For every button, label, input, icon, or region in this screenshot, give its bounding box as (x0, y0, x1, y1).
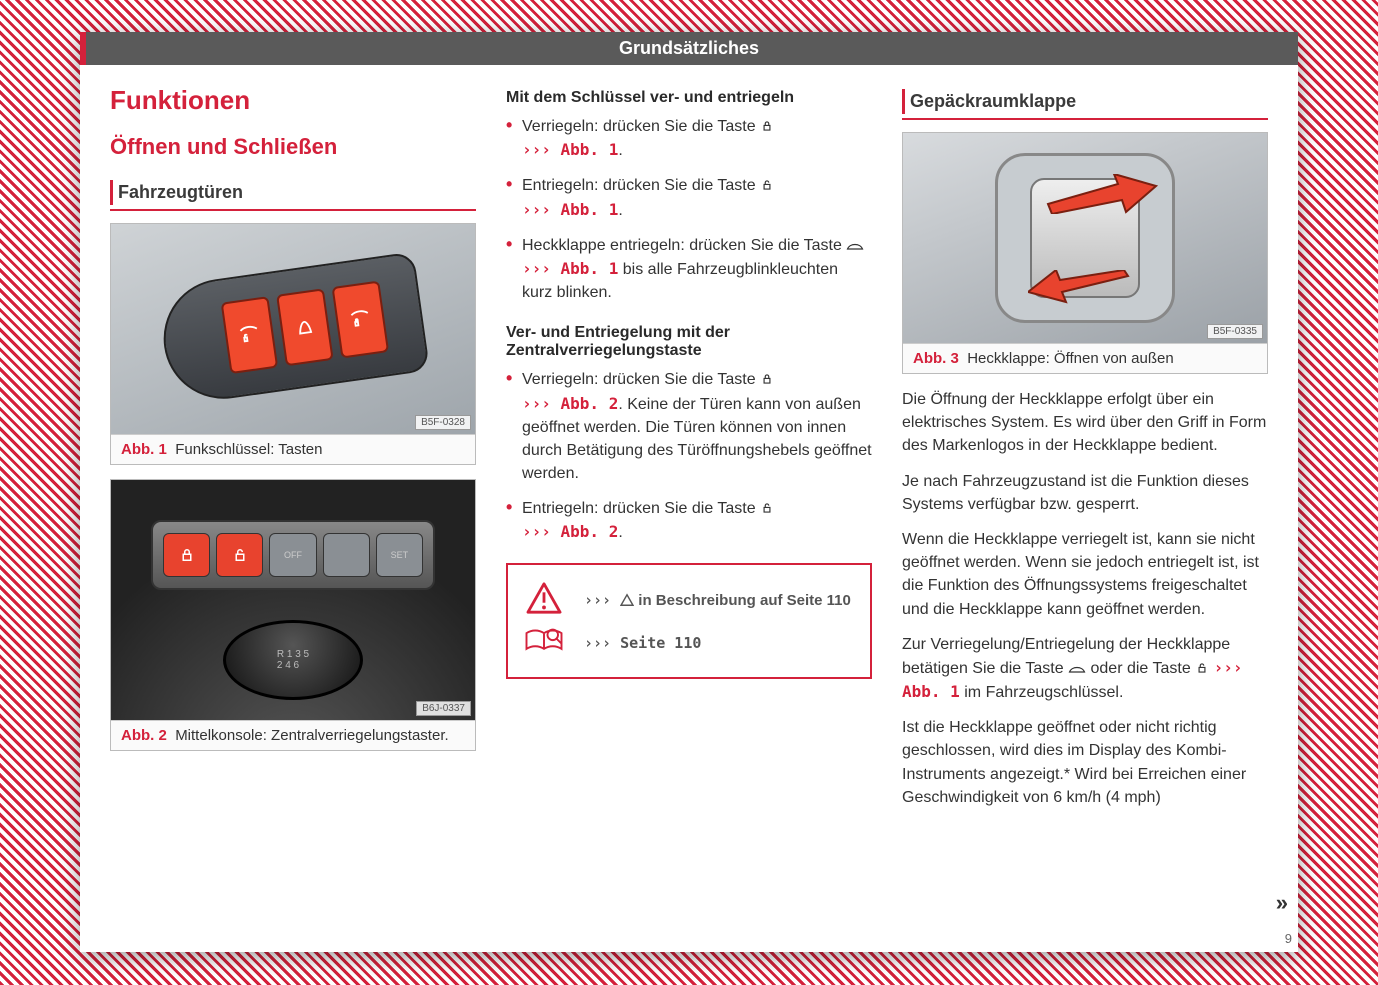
figure-3-code: B5F-0335 (1207, 324, 1263, 339)
text: . (618, 524, 622, 541)
column-3: Gepäckraumklappe B5F-0335 Abb. 3 Heckkla… (902, 85, 1268, 821)
warning-row-2: ››› Seite 110 (520, 626, 858, 661)
text: . (618, 142, 622, 159)
figure-3: B5F-0335 Abb. 3 Heckklappe: Öffnen von a… (902, 132, 1268, 374)
warning-box: ››› in Beschreibung auf Seite 110 ››› Se… (506, 563, 872, 679)
column-1: Funktionen Öffnen und Schließen Fahrzeug… (110, 85, 476, 821)
figure-2-caption: Abb. 2 Mittelkonsole: Zentralverriegelun… (111, 720, 475, 750)
key-lock-icon (221, 296, 279, 374)
paragraph-1: Die Öffnung der Heckklappe erfolgt über … (902, 388, 1268, 458)
figure-1-caption: Abb. 1 Funkschlüssel: Tasten (111, 434, 475, 464)
chapter-header: Grundsätzliches (80, 32, 1298, 65)
lock-open-icon (760, 501, 774, 515)
warning-triangle-icon (520, 581, 568, 620)
trunk-icon (846, 240, 864, 252)
text: im Fahrzeugschlüssel. (960, 684, 1124, 701)
figure-3-abb: Abb. 3 (913, 350, 959, 367)
page-number: 9 (1285, 931, 1292, 946)
figure-3-image: B5F-0335 (903, 133, 1267, 343)
lock-closed-icon (760, 119, 774, 133)
bullet-lock-key: Verriegeln: drücken Sie die Taste ››› Ab… (506, 115, 872, 162)
ref-abb1-2: ››› Abb. 1 (522, 200, 618, 219)
figure-3-caption: Abb. 3 Heckklappe: Öffnen von außen (903, 343, 1267, 373)
manual-page: Grundsätzliches Funktionen Öffnen und Sc… (80, 32, 1298, 952)
figure-3-caption-text: Heckklappe: Öffnen von außen (967, 350, 1174, 367)
paragraph-2: Je nach Fahrzeugzustand ist die Funktion… (902, 470, 1268, 516)
paragraph-4: Zur Verriegelung/Entriegelung der Heckkl… (902, 633, 1268, 705)
lock-open-icon (760, 178, 774, 192)
paragraph-3: Wenn die Heckklappe verriegelt ist, kann… (902, 528, 1268, 621)
text: . (618, 202, 622, 219)
subheading-trunk: Gepäckraumklappe (902, 85, 1268, 120)
continuation-marker: » (1276, 890, 1288, 916)
ref-abb2: ››› Abb. 2 (522, 394, 618, 413)
text: Verriegeln: drücken Sie die Taste (522, 371, 760, 388)
heading-key-lock: Mit dem Schlüssel ver- und entriegeln (506, 89, 872, 107)
key-trunk-icon (276, 288, 334, 366)
figure-2-code: B6J-0337 (416, 701, 471, 716)
console-lock-icon (163, 533, 210, 577)
heading-open-close: Öffnen und Schließen (110, 134, 476, 160)
text: ››› (584, 591, 620, 609)
ref-abb1-3: ››› Abb. 1 (522, 259, 618, 278)
text: Heckklappe entriegeln: drücken Sie die T… (522, 237, 846, 254)
console-off-icon: OFF (269, 533, 316, 577)
figure-2-caption-text: Mittelkonsole: Zentralverriegelungstaste… (175, 727, 448, 744)
key-unlock-icon (332, 281, 390, 359)
text: in Beschreibung auf Seite 110 (634, 592, 851, 609)
figure-1: B5F-0328 Abb. 1 Funkschlüssel: Tasten (110, 223, 476, 465)
arrow-up-icon (1038, 174, 1158, 214)
text: oder die Taste (1086, 660, 1195, 677)
warning-small-icon (620, 593, 634, 607)
column-2: Mit dem Schlüssel ver- und entriegeln Ve… (506, 85, 872, 821)
console-unlock-icon (216, 533, 263, 577)
lock-closed-icon (760, 372, 774, 386)
figure-2-image: OFF SET R 1 3 52 4 6 B6J-0337 (111, 480, 475, 720)
figure-1-abb: Abb. 1 (121, 441, 167, 458)
figure-1-code: B5F-0328 (415, 415, 471, 430)
text: Verriegeln: drücken Sie die Taste (522, 118, 760, 135)
console-aux-icon (323, 533, 370, 577)
book-magnify-icon (520, 626, 568, 661)
warning-row-1: ››› in Beschreibung auf Seite 110 (520, 581, 858, 620)
heading-central-lock: Ver- und Entriegelung mit der Zentralver… (506, 324, 872, 360)
chapter-title: Grundsätzliches (619, 38, 759, 58)
ref-abb1: ››› Abb. 1 (522, 140, 618, 159)
console-illustration: OFF SET R 1 3 52 4 6 (111, 480, 475, 720)
figure-2-abb: Abb. 2 (121, 727, 167, 744)
content-columns: Funktionen Öffnen und Schließen Fahrzeug… (80, 65, 1298, 831)
trunk-illustration (903, 133, 1267, 343)
paragraph-5: Ist die Heckklappe geöffnet oder nicht r… (902, 716, 1268, 809)
bullet-unlock-key: Entriegeln: drücken Sie die Taste ››› Ab… (506, 174, 872, 221)
text: Entriegeln: drücken Sie die Taste (522, 177, 760, 194)
ref-abb2-2: ››› Abb. 2 (522, 522, 618, 541)
subheading-doors: Fahrzeugtüren (110, 176, 476, 211)
console-set-icon: SET (376, 533, 423, 577)
bullet-trunk-key: Heckklappe entriegeln: drücken Sie die T… (506, 234, 872, 305)
heading-functions: Funktionen (110, 85, 476, 116)
arrow-down-icon (1028, 270, 1138, 306)
lock-open-icon (1195, 661, 1209, 675)
figure-1-caption-text: Funkschlüssel: Tasten (175, 441, 322, 458)
figure-1-image: B5F-0328 (111, 224, 475, 434)
figure-2: OFF SET R 1 3 52 4 6 B6J-0337 Abb. 2 Mit… (110, 479, 476, 751)
warning-text-1: ››› in Beschreibung auf Seite 110 (584, 591, 851, 609)
bullet-lock-central: Verriegeln: drücken Sie die Taste ››› Ab… (506, 368, 872, 485)
trunk-icon (1068, 663, 1086, 675)
warning-text-2: ››› Seite 110 (584, 634, 701, 652)
bullet-unlock-central: Entriegeln: drücken Sie die Taste ››› Ab… (506, 497, 872, 544)
text: Entriegeln: drücken Sie die Taste (522, 500, 760, 517)
keyfob-illustration (156, 251, 430, 406)
gear-shift-illustration: R 1 3 52 4 6 (223, 620, 363, 700)
